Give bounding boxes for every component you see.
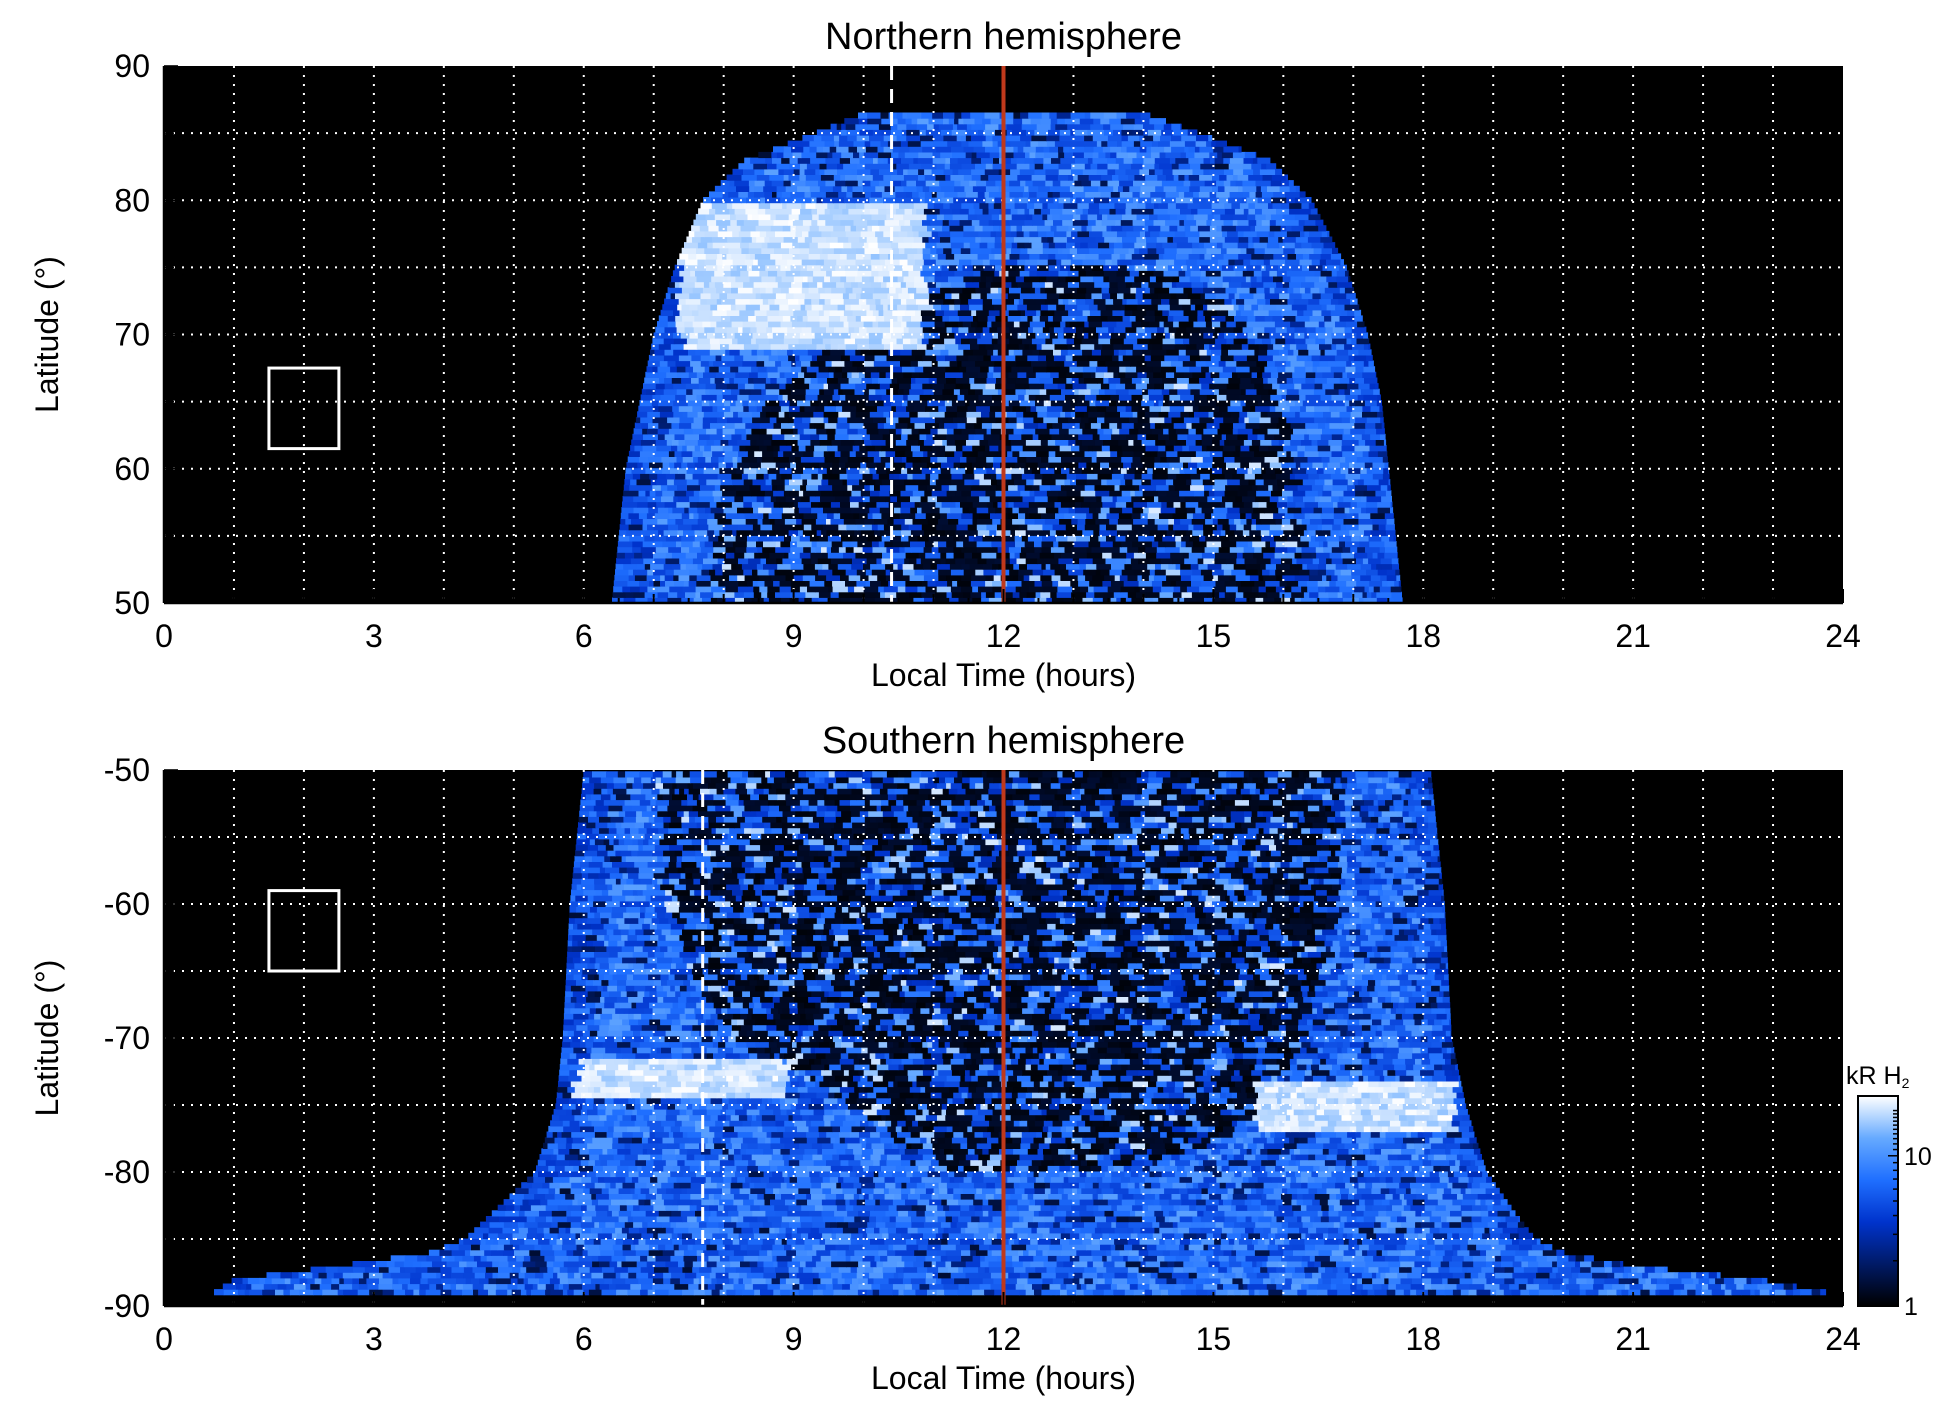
y-tick-label: -50 [104, 752, 150, 788]
colorbar-tick-label: 1 [1904, 1293, 1918, 1321]
reference-box [267, 889, 341, 973]
x-tick-label: 0 [155, 1321, 173, 1357]
x-tick-label: 0 [155, 618, 173, 654]
panel-north: 0 3 6 9 12 15 18 21 24 50 60 70 80 90 Northern hemisph… [29, 16, 1861, 693]
y-tick-label: 70 [114, 317, 150, 353]
x-tick-label: 3 [365, 1321, 383, 1357]
y-tick-label: -90 [104, 1288, 150, 1324]
colorbar-label: kR H2 [1846, 1062, 1910, 1091]
emission-map [612, 112, 1403, 603]
x-tick-label: 12 [986, 1321, 1022, 1357]
x-tick-label: 6 [575, 1321, 593, 1357]
x-tick-label: 15 [1196, 618, 1232, 654]
x-tick-label: 9 [785, 618, 803, 654]
chart-title: Northern hemisphere [825, 16, 1182, 58]
colorbar-tick-label: 10 [1904, 1143, 1932, 1171]
x-tick-label: 24 [1825, 1321, 1861, 1357]
colorbar: 10 1 kR H2 [1846, 1062, 1932, 1321]
grid-lines [164, 66, 1843, 603]
chart-title: Southern hemisphere [822, 720, 1185, 762]
reference-box [267, 366, 341, 451]
x-tick-label: 12 [986, 618, 1022, 654]
y-tick-label: 80 [114, 182, 150, 218]
x-tick-label: 15 [1196, 1321, 1232, 1357]
y-tick-label: -70 [104, 1020, 150, 1056]
y-tick-label: 60 [114, 451, 150, 487]
colorbar-gradient [1857, 1095, 1899, 1307]
y-axis-label: Latitude (°) [29, 256, 65, 413]
y-tick-label: -60 [104, 886, 150, 922]
x-tick-label: 9 [785, 1321, 803, 1357]
y-tick-label: -80 [104, 1154, 150, 1190]
x-tick-label: 24 [1825, 618, 1861, 654]
y-tick-label: 90 [114, 48, 150, 84]
x-tick-label: 18 [1405, 1321, 1441, 1357]
x-tick-label: 21 [1615, 618, 1651, 654]
x-tick-label: 6 [575, 618, 593, 654]
grid-lines [164, 770, 1843, 1306]
axes [162, 65, 1844, 605]
panel-south: 0 3 6 9 12 15 18 21 24 -90 -80 -70 -60 -50 Southern he… [29, 720, 1861, 1396]
x-axis-label: Local Time (hours) [871, 657, 1136, 693]
axes [162, 769, 1844, 1308]
x-axis-label: Local Time (hours) [871, 1360, 1136, 1396]
colorbar-label-subscript: 2 [1902, 1075, 1910, 1091]
emission-map [214, 771, 1827, 1296]
x-tick-label: 18 [1405, 618, 1441, 654]
y-axis-label: Latitude (°) [29, 960, 65, 1117]
y-tick-label: 50 [114, 585, 150, 621]
x-tick-label: 21 [1615, 1321, 1651, 1357]
x-tick-label: 3 [365, 618, 383, 654]
